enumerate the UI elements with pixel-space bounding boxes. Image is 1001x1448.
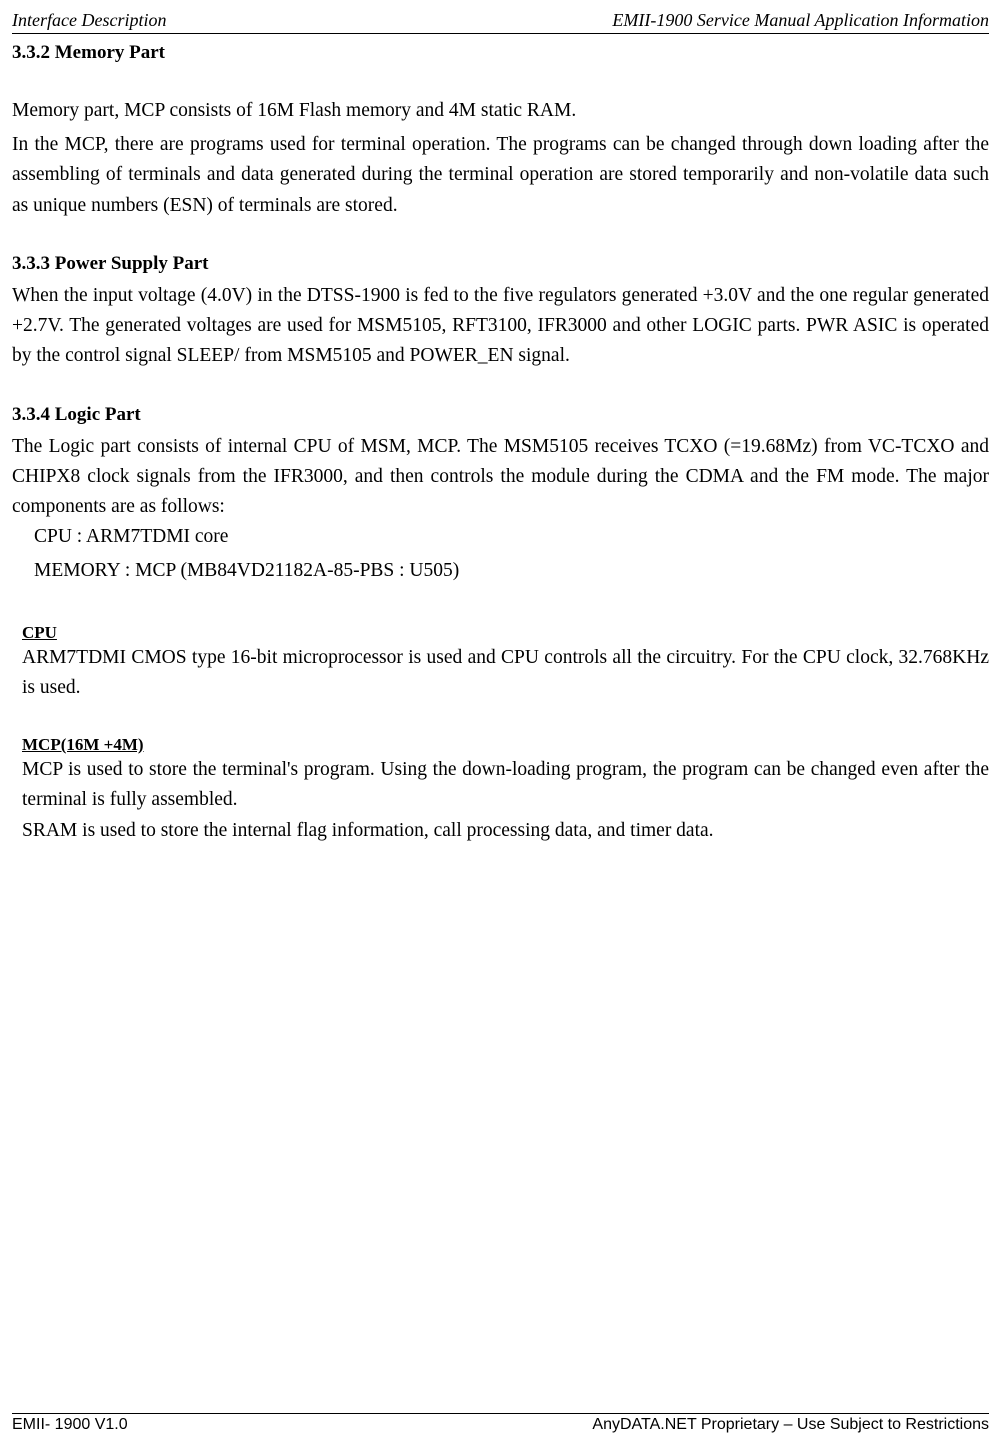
cpu-body: ARM7TDMI CMOS type 16-bit microprocessor… — [22, 643, 989, 703]
spacer — [12, 372, 989, 398]
mcp-block: MCP(16M +4M) MCP is used to store the te… — [12, 735, 989, 846]
mcp-subhead: MCP(16M +4M) — [22, 735, 989, 755]
spacer — [12, 70, 989, 96]
spacer — [12, 703, 989, 729]
footer-right: AnyDATA.NET Proprietary – Use Subject to… — [592, 1416, 989, 1434]
footer-left: EMII- 1900 V1.0 — [12, 1416, 128, 1434]
section-title-power: 3.3.3 Power Supply Part — [12, 253, 989, 275]
spacer — [12, 591, 989, 617]
power-p1: When the input voltage (4.0V) in the DTS… — [12, 281, 989, 372]
mcp-body2: SRAM is used to store the internal flag … — [22, 816, 989, 846]
header-right: EMII-1900 Service Manual Application Inf… — [612, 10, 989, 31]
spacer — [12, 221, 989, 247]
section-title-memory: 3.3.2 Memory Part — [12, 42, 989, 64]
memory-p1: Memory part, MCP consists of 16M Flash m… — [12, 96, 989, 126]
page-footer: EMII- 1900 V1.0 AnyDATA.NET Proprietary … — [12, 1413, 989, 1434]
page-header: Interface Description EMII-1900 Service … — [12, 10, 989, 34]
memory-p2: In the MCP, there are programs used for … — [12, 130, 989, 221]
logic-p1: The Logic part consists of internal CPU … — [12, 432, 989, 523]
header-left: Interface Description — [12, 10, 166, 31]
page: Interface Description EMII-1900 Service … — [0, 0, 1001, 1448]
logic-mem-line: MEMORY : MCP (MB84VD21182A-85-PBS : U505… — [12, 556, 989, 586]
section-title-logic: 3.3.4 Logic Part — [12, 404, 989, 426]
logic-cpu-line: CPU : ARM7TDMI core — [12, 522, 989, 552]
cpu-subhead: CPU — [22, 623, 989, 643]
mcp-body1: MCP is used to store the terminal's prog… — [22, 755, 989, 815]
cpu-block: CPU ARM7TDMI CMOS type 16-bit microproce… — [12, 623, 989, 703]
